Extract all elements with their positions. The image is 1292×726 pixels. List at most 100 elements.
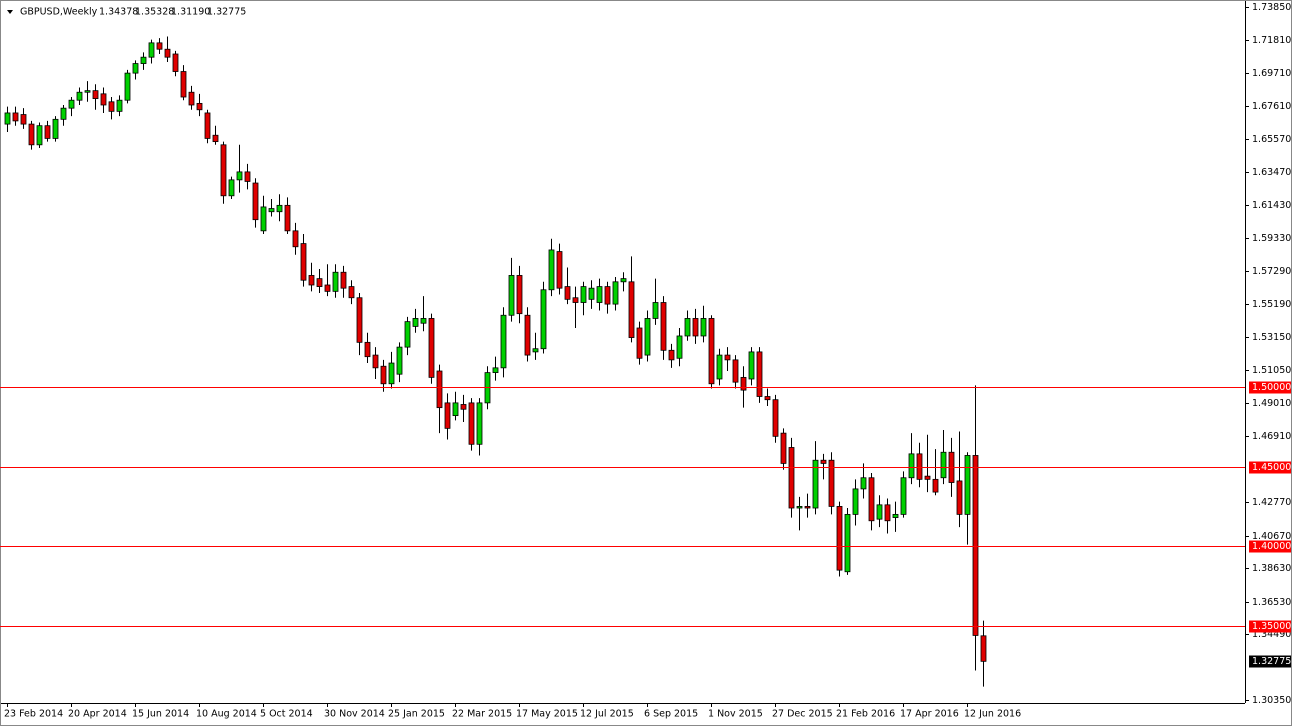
candle-body — [284, 204, 291, 232]
candle-body — [700, 318, 707, 337]
current-price-box — [1249, 655, 1291, 668]
candle-body — [668, 349, 675, 361]
candle-body — [924, 475, 931, 480]
candle-body — [316, 278, 323, 287]
candle-body — [116, 99, 123, 112]
current-price-label: 1.32775 — [1252, 656, 1291, 667]
candle-body — [580, 286, 587, 303]
candle-body — [348, 286, 355, 299]
x-tick-label: 30 Nov 2014 — [324, 709, 385, 720]
collapse-icon[interactable] — [7, 10, 13, 14]
candle-body — [564, 286, 571, 300]
candle-body — [188, 91, 195, 106]
candle-body — [796, 506, 803, 509]
x-tick-label: 22 Mar 2015 — [452, 709, 512, 720]
candle-body — [636, 327, 643, 359]
candle-body — [204, 112, 211, 139]
candle-body — [444, 402, 451, 429]
candle-body — [868, 477, 875, 522]
candle-body — [396, 346, 403, 375]
candle-body — [212, 134, 219, 143]
level-label-box — [1249, 620, 1291, 633]
candle-body — [508, 275, 515, 316]
candle-body — [220, 144, 227, 197]
candle-body — [556, 251, 563, 289]
candle-body — [132, 63, 139, 74]
candle-body — [380, 365, 387, 385]
y-tick-label: 1.65570 — [1252, 134, 1291, 145]
candle-body — [548, 249, 555, 291]
candle-body — [420, 318, 427, 324]
header-value: 1.35328 — [135, 7, 174, 18]
level-label: 1.45000 — [1252, 462, 1291, 473]
candle-body — [292, 230, 299, 248]
candle-body — [500, 314, 507, 369]
candle-body — [164, 48, 171, 58]
candle-body — [308, 275, 315, 286]
candle-body — [476, 402, 483, 445]
candle-body — [148, 42, 155, 58]
candle-body — [772, 399, 779, 437]
candle-body — [604, 286, 611, 305]
candle-body — [628, 281, 635, 338]
y-tick-label: 1.73850 — [1252, 2, 1291, 13]
candle-body — [260, 206, 267, 232]
candle-body — [404, 321, 411, 348]
candle-body — [756, 351, 763, 397]
candle-body — [876, 504, 883, 520]
x-tick-label: 12 Jun 2016 — [964, 709, 1021, 720]
header-value: 1.34378 — [99, 7, 138, 18]
candle-body — [324, 284, 331, 292]
candle-body — [612, 281, 619, 305]
x-tick-label: 20 Apr 2014 — [68, 709, 127, 720]
candle-body — [108, 101, 115, 112]
candle-body — [740, 376, 747, 391]
x-tick-label: 23 Feb 2014 — [4, 709, 63, 720]
candle-body — [860, 477, 867, 490]
candle-body — [428, 318, 435, 378]
candle-body — [180, 71, 187, 98]
candle-body — [916, 453, 923, 480]
candle-body — [92, 90, 99, 100]
candle-body — [708, 318, 715, 385]
candle-body — [524, 314, 531, 356]
candle-body — [692, 318, 699, 337]
candle-body — [764, 396, 771, 401]
candle-body — [540, 289, 547, 350]
y-tick-label: 1.59330 — [1252, 233, 1291, 244]
candle-body — [236, 171, 243, 181]
candle-body — [956, 480, 963, 515]
y-tick-label: 1.42770 — [1252, 497, 1291, 508]
candle-body — [932, 478, 939, 493]
candle-body — [980, 635, 987, 662]
candle-body — [788, 447, 795, 509]
candle-body — [532, 348, 539, 353]
candle-body — [804, 506, 811, 509]
candle-body — [596, 286, 603, 303]
candle-body — [716, 354, 723, 380]
candle-body — [780, 432, 787, 464]
candle-body — [436, 370, 443, 409]
candle-body — [892, 513, 899, 518]
candle-body — [652, 302, 659, 319]
candle-body — [356, 297, 363, 343]
candle-body — [268, 208, 275, 213]
candle-body — [412, 318, 419, 327]
candle-body — [572, 297, 579, 303]
candle-body — [452, 402, 459, 417]
candle-body — [812, 459, 819, 509]
y-tick-label: 1.51050 — [1252, 365, 1291, 376]
y-tick-label: 1.46910 — [1252, 431, 1291, 442]
y-tick-label: 1.57290 — [1252, 266, 1291, 277]
x-tick-label: 12 Jul 2015 — [580, 709, 634, 720]
level-label-box — [1249, 461, 1291, 474]
y-tick-label: 1.34490 — [1252, 629, 1291, 640]
candle-body — [964, 455, 971, 515]
y-tick-label: 1.53150 — [1252, 332, 1291, 343]
candle-body — [388, 362, 395, 385]
candle-body — [196, 102, 203, 111]
candle-body — [468, 402, 475, 445]
candle-body — [492, 367, 499, 374]
x-tick-label: 17 Apr 2016 — [900, 709, 959, 720]
